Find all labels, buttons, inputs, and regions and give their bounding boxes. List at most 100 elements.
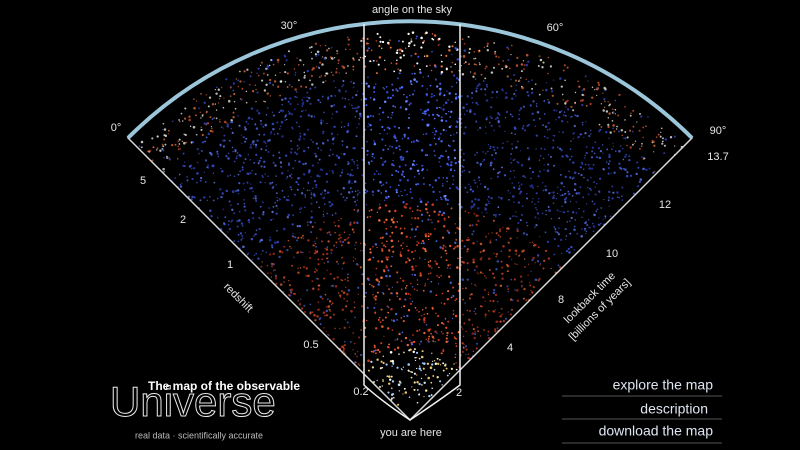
galaxy-dot [535,105,538,108]
galaxy-dot [237,173,240,176]
galaxy-dot [427,376,430,380]
galaxy-dot [446,203,449,205]
menu-item[interactable]: description [640,401,708,417]
galaxy-dot [319,45,322,47]
galaxy-dot [419,68,421,71]
galaxy-dot [186,179,189,182]
galaxy-dot [272,84,274,86]
galaxy-dot [174,143,177,146]
galaxy-dot [642,136,644,139]
galaxy-dot [445,367,448,370]
galaxy-dot [276,192,278,194]
galaxy-dot [243,205,246,208]
galaxy-dot [314,249,317,252]
galaxy-dot [452,183,454,185]
galaxy-dot [354,200,356,203]
galaxy-dot [400,340,403,342]
galaxy-dot [275,184,277,186]
galaxy-dot [525,53,529,57]
galaxy-dot [497,172,500,175]
galaxy-dot [343,326,346,329]
galaxy-dot [561,120,564,123]
galaxy-dot [379,36,382,39]
galaxy-dot [479,126,482,129]
galaxy-dot [591,86,594,89]
galaxy-dot [231,131,234,135]
galaxy-dot [427,264,430,266]
galaxy-dot [439,82,442,85]
galaxy-dot [224,216,226,219]
galaxy-dot [292,232,294,235]
galaxy-dot [401,137,404,140]
galaxy-dot [507,59,510,62]
galaxy-dot [528,156,531,159]
galaxy-dot [341,290,343,292]
galaxy-dot [300,251,303,254]
galaxy-dot [396,49,399,51]
galaxy-dot [380,308,383,311]
galaxy-dot [421,164,424,167]
galaxy-dot [413,372,417,375]
galaxy-dot [441,236,445,239]
galaxy-dot [320,119,323,122]
galaxy-dot [612,108,614,110]
galaxy-dot [515,84,517,86]
galaxy-dot [447,156,450,159]
galaxy-dot [310,115,313,118]
galaxy-dot [273,133,276,135]
galaxy-dot [543,164,545,166]
galaxy-dot [315,269,318,272]
galaxy-dot [434,228,436,230]
galaxy-dot [486,116,488,119]
galaxy-dot [508,67,511,70]
galaxy-dot [248,221,251,224]
galaxy-dot [191,168,193,170]
galaxy-dot [296,239,299,242]
galaxy-dot [546,136,549,140]
galaxy-dot [384,160,387,163]
galaxy-dot [421,309,424,311]
galaxy-dot [408,259,411,262]
galaxy-dot [507,311,509,313]
galaxy-dot [373,87,375,90]
galaxy-dot [454,41,456,44]
galaxy-dot [445,112,447,115]
galaxy-dot [403,387,406,390]
galaxy-dot [379,180,382,184]
galaxy-dot [403,133,406,137]
galaxy-dot [402,242,404,244]
galaxy-dot [380,192,383,194]
galaxy-dot [198,152,201,155]
galaxy-dot [517,161,520,164]
galaxy-dot [318,76,321,78]
menu-item[interactable]: download the map [599,423,714,439]
galaxy-dot [192,98,195,101]
galaxy-dot [442,104,445,106]
galaxy-dot [290,290,292,293]
galaxy-dot [387,375,391,378]
galaxy-dot [297,299,300,302]
galaxy-dot [581,93,584,97]
galaxy-dot [200,128,203,131]
galaxy-dot [400,173,404,176]
galaxy-dot [326,252,329,256]
galaxy-dot [395,191,398,194]
galaxy-dot [365,42,369,45]
galaxy-dot [252,143,255,145]
galaxy-dot [590,133,592,135]
galaxy-dot [612,142,614,144]
galaxy-dot [535,244,537,246]
galaxy-dot [608,104,610,107]
galaxy-dot [390,307,393,311]
galaxy-dot [275,204,278,208]
galaxy-dot [390,239,394,243]
galaxy-dot [374,298,377,301]
galaxy-dot [340,193,343,195]
galaxy-dot [590,176,592,179]
menu-item[interactable]: explore the map [613,377,714,393]
galaxy-dot [388,288,390,291]
galaxy-dot [516,237,518,239]
galaxy-dot [222,208,224,210]
galaxy-dot [587,193,590,196]
galaxy-dot [438,93,441,96]
